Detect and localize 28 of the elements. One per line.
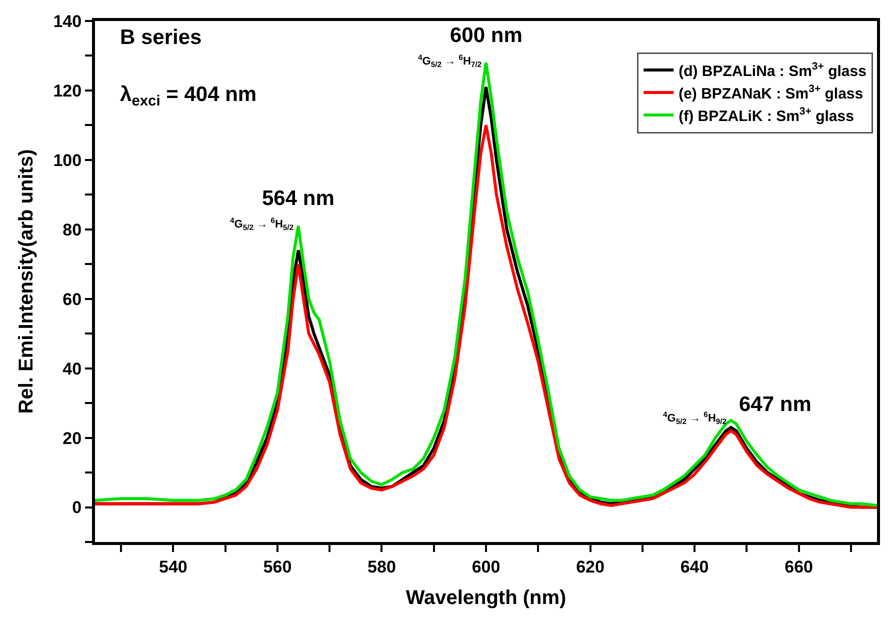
y-axis-title: Rel. Emi.Intensity(arb units) xyxy=(16,149,38,414)
y-tick-label: 120 xyxy=(53,81,82,100)
y-tick-label: 140 xyxy=(53,12,82,31)
y-tick-label: 100 xyxy=(53,150,82,170)
legend-label: (e) BPZANaK : Sm$^{3+}$ glass xyxy=(678,83,864,102)
y-tick-label: 0 xyxy=(72,498,82,518)
x-tick-label: 640 xyxy=(680,557,709,576)
x-tick-label: 620 xyxy=(576,557,604,576)
legend-label: (f) BPZALiK : Sm$^{3+}$ glass xyxy=(678,106,854,125)
annotation: 600 nm xyxy=(450,24,522,47)
y-tick-label: 80 xyxy=(62,220,82,240)
x-tick-label: 560 xyxy=(263,557,292,576)
x-axis-title: Wavelength (nm) xyxy=(406,586,566,609)
annotation: B series xyxy=(120,26,202,49)
x-tick-label: 540 xyxy=(159,557,188,576)
annotation: $^{4}$G$_{5/2}$ → $^{6}$H$_{9/2}$ xyxy=(663,410,727,426)
y-tick-label: 20 xyxy=(62,428,82,448)
annotation: λ$_{exci}$ = 404 nm xyxy=(120,83,257,110)
annotation: 564 nm xyxy=(262,187,334,210)
annotation: $^{4}$G$_{5/2}$ → $^{6}$H$_{7/2}$ xyxy=(418,53,482,69)
y-tick-label: 60 xyxy=(62,290,82,309)
y-tick-label: 40 xyxy=(62,359,82,378)
annotation: $^{4}$G$_{5/2}$ → $^{6}$H$_{5/2}$ xyxy=(230,216,294,232)
legend-label: (d) BPZALiNa : Sm$^{3+}$ glass xyxy=(678,60,866,80)
annotation: 647 nm xyxy=(739,393,812,416)
x-tick-label: 580 xyxy=(368,557,396,576)
x-tick-label: 660 xyxy=(784,557,813,576)
x-tick-label: 600 xyxy=(472,557,500,576)
